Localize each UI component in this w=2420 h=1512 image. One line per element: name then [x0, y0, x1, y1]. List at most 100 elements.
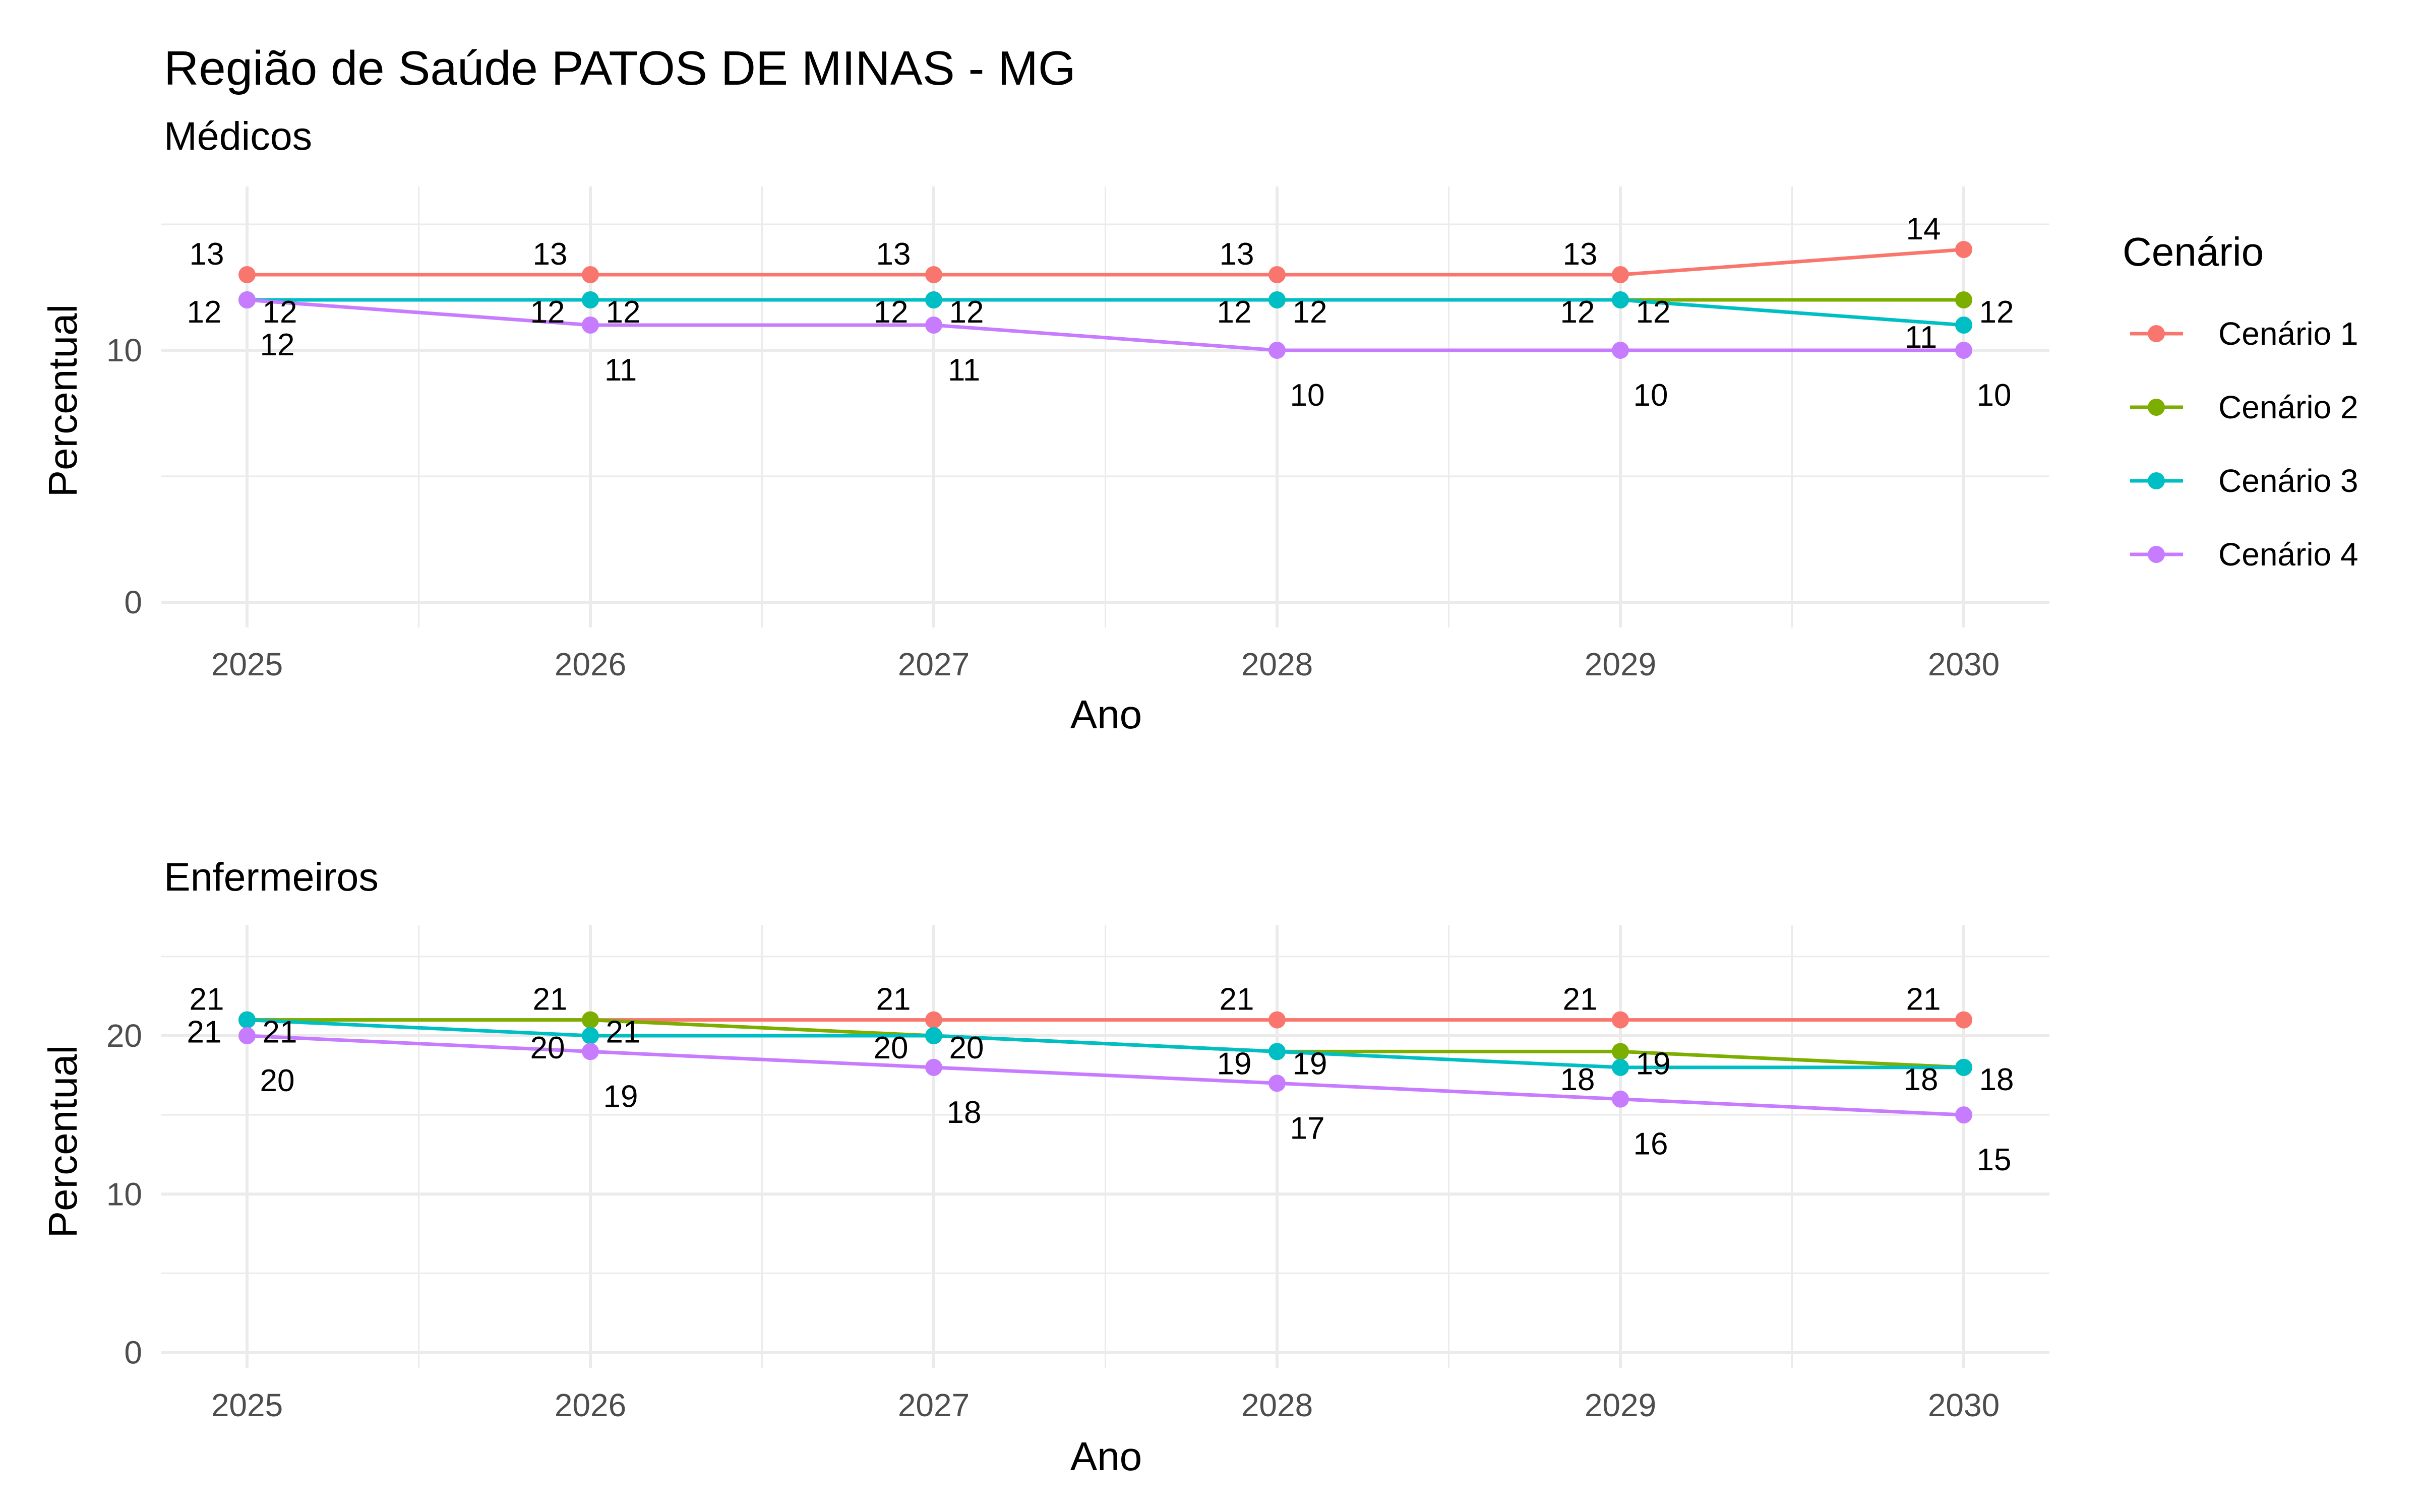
series-point-4 — [1612, 342, 1629, 359]
data-label: 19 — [1636, 1046, 1671, 1081]
data-label: 12 — [949, 295, 984, 330]
data-label: 18 — [1979, 1062, 2014, 1097]
grid-lines — [161, 186, 2049, 627]
series-line-3 — [247, 298, 1964, 327]
series-point-3 — [925, 1027, 942, 1044]
y-tick-label: 20 — [106, 1018, 142, 1054]
series-line-3 — [247, 1018, 1964, 1069]
y-axis-title: Percentual — [40, 304, 85, 497]
legend-key-point — [2148, 325, 2165, 342]
data-label: 21 — [606, 1015, 641, 1050]
series-point-1 — [1612, 266, 1629, 283]
data-label: 12 — [1217, 295, 1252, 330]
series-line-1 — [247, 247, 1964, 277]
data-label: 20 — [530, 1031, 565, 1065]
series-point-1 — [925, 266, 942, 283]
data-label: 21 — [533, 982, 568, 1017]
series-point-1 — [1955, 1011, 1972, 1029]
x-tick-label: 2026 — [555, 646, 626, 682]
series-point-4 — [925, 317, 942, 334]
data-label: 12 — [1636, 295, 1671, 330]
series-point-3 — [1268, 291, 1286, 308]
series-point-1 — [238, 266, 256, 283]
data-label: 12 — [260, 328, 295, 362]
data-label: 12 — [263, 295, 297, 330]
data-label: 14 — [1906, 212, 1941, 246]
data-label: 21 — [1563, 982, 1598, 1017]
data-label: 20 — [949, 1031, 984, 1065]
series-point-3 — [925, 291, 942, 308]
legend-label: Cenário 2 — [2218, 389, 2358, 425]
data-label: 12 — [606, 295, 641, 330]
series-point-4 — [1955, 1106, 1972, 1124]
y-tick-label: 10 — [106, 332, 142, 368]
data-label: 21 — [1906, 982, 1941, 1017]
series-point-1 — [1955, 241, 1972, 258]
legend-title: Cenário — [2123, 229, 2264, 274]
x-tick-labels: 2025 2026 2027 2028 2029 2030 — [211, 1387, 2000, 1423]
data-label: 20 — [874, 1031, 909, 1065]
grid-lines — [161, 925, 2049, 1368]
data-label: 13 — [533, 237, 568, 272]
data-label: 10 — [1977, 378, 2012, 413]
series-point-2 — [582, 1011, 599, 1029]
legend-label: Cenário 1 — [2218, 316, 2358, 352]
series-point-3 — [1955, 317, 1972, 334]
data-label: 19 — [1217, 1046, 1252, 1081]
data-label: 18 — [1904, 1062, 1939, 1097]
data-label: 16 — [1634, 1127, 1668, 1162]
y-tick-labels: 0 10 — [106, 332, 142, 620]
panel-subtitle: Enfermeiros — [164, 854, 379, 899]
data-label: 19 — [603, 1079, 638, 1114]
series-line-4 — [247, 1034, 1964, 1117]
data-label: 10 — [1290, 378, 1325, 413]
data-label: 11 — [604, 353, 637, 388]
legend-label: Cenário 4 — [2218, 536, 2358, 573]
x-tick-label: 2025 — [211, 646, 283, 682]
data-label: 13 — [190, 237, 224, 272]
series-point-1 — [1268, 1011, 1286, 1029]
x-tick-label: 2029 — [1585, 646, 1656, 682]
legend-key-point — [2148, 399, 2165, 416]
series-point-2 — [1955, 291, 1972, 308]
series-point-4 — [238, 291, 256, 308]
data-label: 13 — [1563, 237, 1598, 272]
legend-label: Cenário 3 — [2218, 463, 2358, 499]
series-point-4 — [582, 1043, 599, 1060]
x-tick-label: 2025 — [211, 1387, 283, 1423]
data-label: 21 — [876, 982, 911, 1017]
series-point-4 — [1955, 342, 1972, 359]
data-label: 13 — [876, 237, 911, 272]
x-axis-title: Ano — [1070, 1434, 1142, 1479]
data-label: 10 — [1634, 378, 1668, 413]
series-line-4 — [247, 298, 1964, 352]
panel-subtitle: Médicos — [164, 113, 312, 158]
data-label: 12 — [187, 295, 222, 330]
data-label: 21 — [190, 982, 224, 1017]
data-label: 17 — [1290, 1111, 1325, 1146]
y-tick-label: 10 — [106, 1176, 142, 1212]
data-label: 12 — [530, 295, 565, 330]
data-label: 11 — [1905, 320, 1937, 355]
y-tick-label: 0 — [124, 1335, 142, 1371]
x-tick-label: 2030 — [1928, 1387, 2000, 1423]
series-group — [238, 1011, 1972, 1124]
data-label: 11 — [948, 353, 980, 388]
series-point-1 — [582, 266, 599, 283]
series-point-3 — [1955, 1058, 1972, 1076]
series-point-2 — [1612, 1043, 1629, 1060]
x-tick-label: 2028 — [1241, 646, 1313, 682]
series-point-4 — [1612, 1090, 1629, 1108]
series-group — [238, 241, 1972, 359]
data-label: 21 — [187, 1015, 222, 1050]
x-axis-title: Ano — [1070, 692, 1142, 737]
data-label: 12 — [1560, 295, 1595, 330]
series-point-3 — [1268, 1043, 1286, 1060]
series-point-1 — [925, 1011, 942, 1029]
x-tick-labels: 2025 2026 2027 2028 2029 2030 — [211, 646, 2000, 682]
data-label: 18 — [1560, 1062, 1595, 1097]
series-point-3 — [238, 1011, 256, 1029]
